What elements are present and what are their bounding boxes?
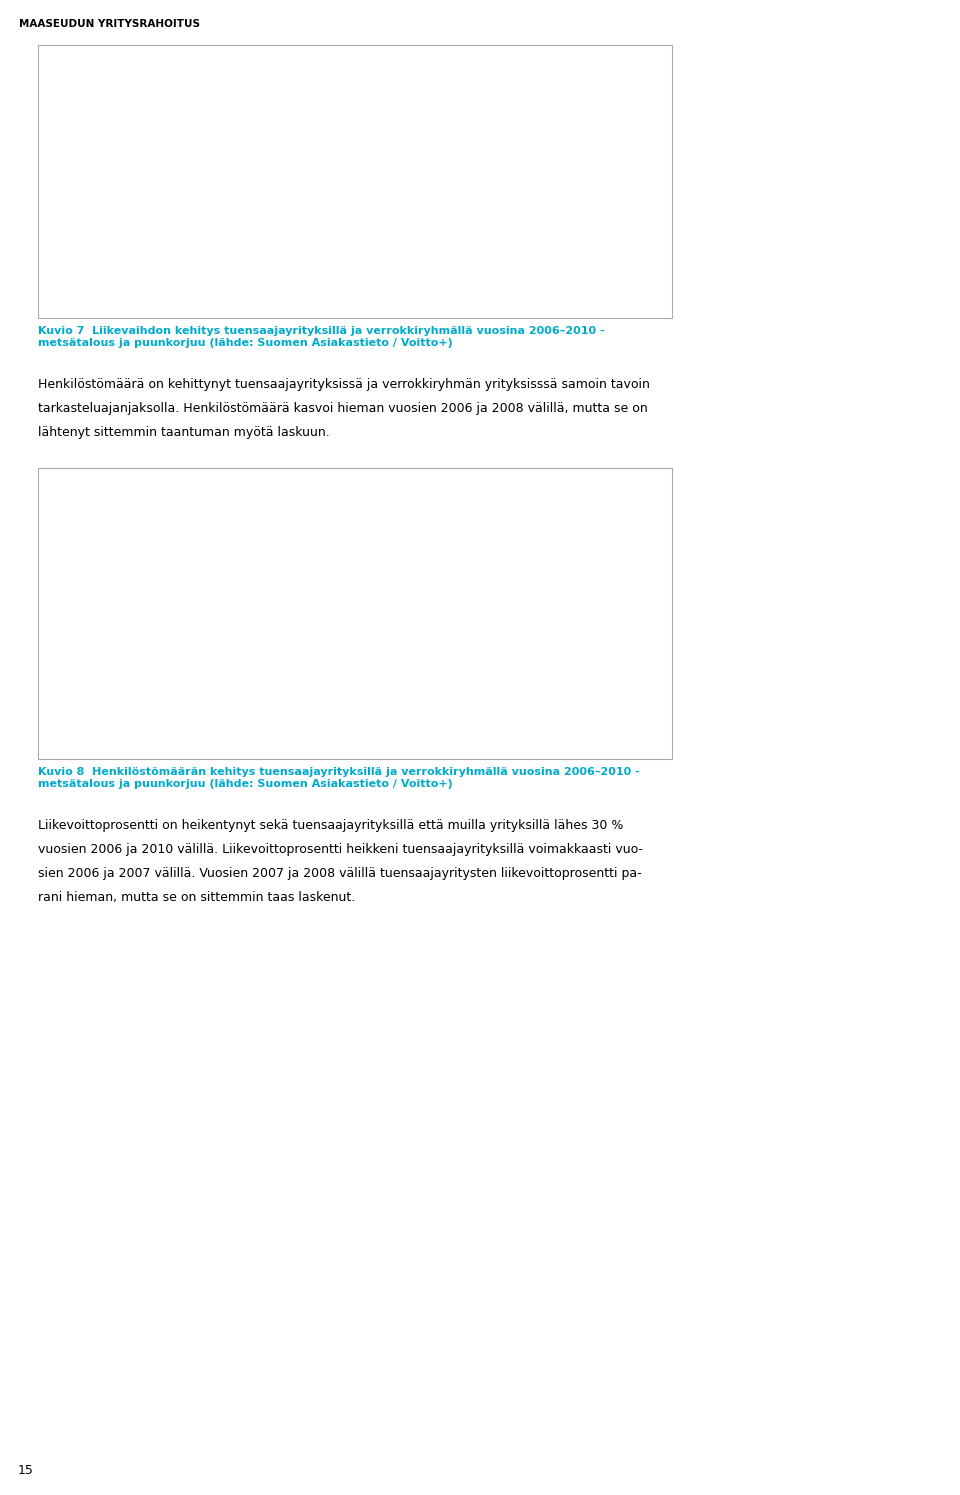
Text: Liikevoittoprosentti on heikentynyt sekä tuensaajayrityksillä että muilla yrityk: Liikevoittoprosentti on heikentynyt sekä… — [38, 819, 624, 833]
Text: MAASEUDUN YRITYSRAHOITUS: MAASEUDUN YRITYSRAHOITUS — [19, 19, 201, 30]
Title: Liikevaihdon kehitys indeksipistein mitattuna (2006=100): Liikevaihdon kehitys indeksipistein mita… — [99, 67, 580, 82]
Text: Kuvio 7  Liikevaihdon kehitys tuensaajayrityksillä ja verrokkiryhmällä vuosina 2: Kuvio 7 Liikevaihdon kehitys tuensaajayr… — [38, 326, 605, 347]
Text: 15: 15 — [17, 1464, 34, 1477]
Legend: Liikevaihdon mediaani /
tuensaajat, Liikevaihdon mediaani: Liikevaihdon mediaani / tuensaajat, Liik… — [492, 166, 650, 208]
Title: Henkilöstömäärän kehitys indeksipistein mitattuna
(2006=100): Henkilöstömäärän kehitys indeksipistein … — [127, 483, 552, 516]
Legend: Henkilömäärä
keskimäärin / tuensaajat, Henkilömäärä
keskimäärin: Henkilömäärä keskimäärin / tuensaajat, H… — [492, 602, 655, 655]
Text: Henkilöstömäärä on kehittynyt tuensaajayrityksissä ja verrokkiryhmän yrityksisss: Henkilöstömäärä on kehittynyt tuensaajay… — [38, 378, 650, 392]
Text: vuosien 2006 ja 2010 välillä. Liikevoittoprosentti heikkeni tuensaajayrityksillä: vuosien 2006 ja 2010 välillä. Liikevoitt… — [38, 843, 643, 857]
Text: tarkasteluajanjaksolla. Henkilöstömäärä kasvoi hieman vuosien 2006 ja 2008 välil: tarkasteluajanjaksolla. Henkilöstömäärä … — [38, 402, 648, 416]
Text: sien 2006 ja 2007 välillä. Vuosien 2007 ja 2008 välillä tuensaajayritysten liike: sien 2006 ja 2007 välillä. Vuosien 2007 … — [38, 867, 642, 881]
Text: Kuvio 8  Henkilöstömäärän kehitys tuensaajayrityksillä ja verrokkiryhmällä vuosi: Kuvio 8 Henkilöstömäärän kehitys tuensaa… — [38, 767, 640, 788]
Text: lähtenyt sittemmin taantuman myötä laskuun.: lähtenyt sittemmin taantuman myötä lasku… — [38, 426, 330, 440]
Text: rani hieman, mutta se on sittemmin taas laskenut.: rani hieman, mutta se on sittemmin taas … — [38, 891, 355, 904]
